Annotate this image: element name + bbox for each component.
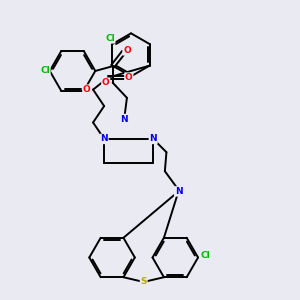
Text: N: N — [121, 115, 128, 124]
Text: O: O — [125, 73, 133, 82]
Text: Cl: Cl — [40, 67, 50, 76]
Text: N: N — [149, 134, 157, 143]
Text: O: O — [83, 85, 91, 94]
Text: S: S — [140, 278, 147, 286]
Text: N: N — [100, 134, 108, 143]
Text: N: N — [175, 187, 182, 196]
Text: Cl: Cl — [200, 251, 210, 260]
Text: O: O — [123, 46, 131, 55]
Text: Cl: Cl — [105, 34, 115, 43]
Text: O: O — [102, 78, 110, 87]
